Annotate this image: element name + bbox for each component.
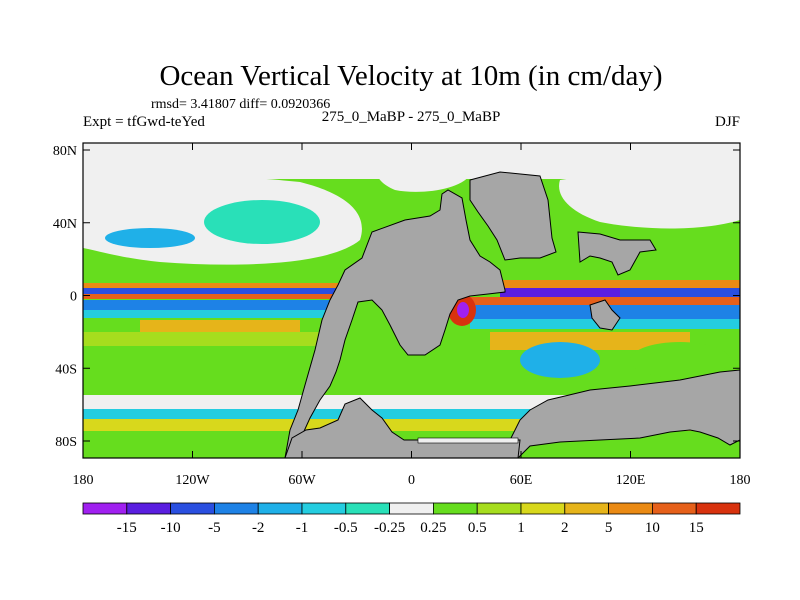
y-tick-label: 80S [55, 435, 77, 450]
east-eq-purple [500, 288, 620, 297]
blue-field-npac [105, 228, 195, 248]
x-tick-label: 180 [730, 473, 751, 488]
season-label: DJF [715, 114, 740, 130]
x-tick-label: 180 [73, 473, 94, 488]
eq-band-cyan [83, 310, 343, 318]
colorbar-swatch [213, 502, 259, 515]
colorbar-swatch [608, 502, 653, 515]
chart-title: Ocean Vertical Velocity at 10m (in cm/da… [159, 60, 662, 92]
white-field-natl [375, 155, 470, 192]
y-tick-label: 0 [70, 290, 77, 305]
colorbar-swatch [564, 502, 609, 515]
colorbar-label: -10 [161, 520, 181, 536]
x-tick-label: 120W [175, 473, 210, 488]
colorbar-swatch [695, 502, 741, 515]
land-east-ridge [577, 231, 657, 276]
map-field [83, 143, 740, 458]
land-southern-east [504, 369, 740, 458]
colorbar-swatch [389, 502, 434, 515]
colorbar-label: 2 [561, 520, 569, 536]
colorbar-swatch [126, 502, 172, 515]
east-eq-orange [470, 280, 740, 288]
colorbar-label: 0.5 [468, 520, 487, 536]
southern-cyan-band [83, 409, 740, 419]
y-tick-label: 40S [55, 362, 77, 377]
x-tick-label: 0 [408, 473, 415, 488]
green-field-east [630, 342, 730, 378]
colorbar-label: -0.5 [334, 520, 358, 536]
colorbar-swatch [301, 502, 347, 515]
land-antarctic-white-strip [417, 437, 519, 444]
colorbar-swatch [257, 502, 303, 515]
y-axis: 80N 40N 0 40S 80S [53, 144, 740, 450]
colorbar-swatch [170, 502, 215, 515]
land-west-continent [284, 189, 506, 458]
center-label: 275_0_MaBP - 275_0_MaBP [322, 109, 501, 125]
eq-band-orange-south [83, 294, 383, 299]
colorbar: -15 -10 -5 -2 -1 -0.5 -0.25 0.25 0.5 1 2 5 10 15 [82, 502, 741, 536]
eq-band-orange-pac [140, 320, 300, 332]
eq-band-yellow [83, 332, 343, 346]
colorbar-label: 1 [517, 520, 525, 536]
colorbar-label: -0.25 [374, 520, 405, 536]
colorbar-swatch [476, 502, 522, 515]
east-eq-blue [620, 288, 740, 297]
eq-band-orange-north [83, 283, 383, 288]
colorbar-swatch [345, 502, 390, 515]
eq-band-blue [83, 288, 383, 294]
stats-line: rmsd= 3.41807 diff= 0.0920366 [151, 97, 330, 112]
x-axis: 180 120W 60W 0 60E 120E 180 [73, 143, 751, 488]
colorbar-swatch [520, 502, 566, 515]
white-field-indian-north [559, 173, 740, 229]
colorbar-label: 0.25 [420, 520, 446, 536]
colorbar-label: -15 [117, 520, 137, 536]
purple-hotspot [457, 302, 469, 318]
y-tick-label: 80N [53, 144, 77, 159]
colorbar-swatch [82, 502, 128, 515]
cyan-field-npac [204, 200, 320, 244]
colorbar-label: -2 [252, 520, 265, 536]
blue-field-east [520, 342, 600, 378]
colorbar-label: -1 [296, 520, 309, 536]
colorbar-label: 10 [645, 520, 660, 536]
colorbar-swatch [652, 502, 697, 515]
x-tick-label: 60E [510, 473, 533, 488]
colorbar-label: 15 [689, 520, 704, 536]
x-tick-label: 120E [616, 473, 646, 488]
land-north-east [469, 171, 557, 261]
colorbar-label: -5 [208, 520, 221, 536]
experiment-label: Expt = tfGwd-teYed [83, 114, 205, 130]
y-tick-label: 40N [53, 217, 77, 232]
x-tick-label: 60W [288, 473, 316, 488]
eq-band-blue-south [83, 300, 353, 310]
colorbar-swatch [432, 502, 478, 515]
colorbar-label: 5 [605, 520, 613, 536]
land-east-island [589, 299, 621, 331]
